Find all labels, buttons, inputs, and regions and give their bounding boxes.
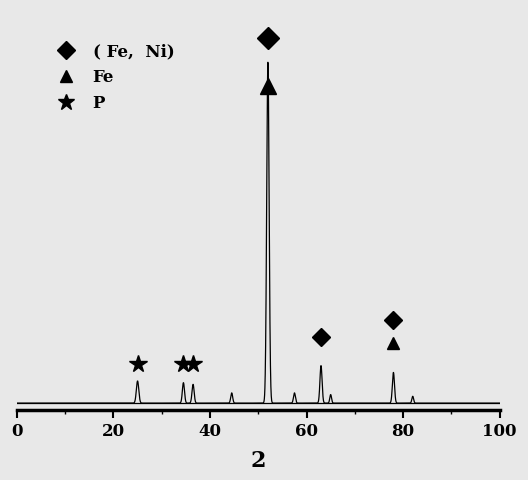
Legend: ( Fe,  Ni), Fe, P: ( Fe, Ni), Fe, P	[40, 36, 182, 120]
X-axis label: 2: 2	[250, 450, 266, 472]
